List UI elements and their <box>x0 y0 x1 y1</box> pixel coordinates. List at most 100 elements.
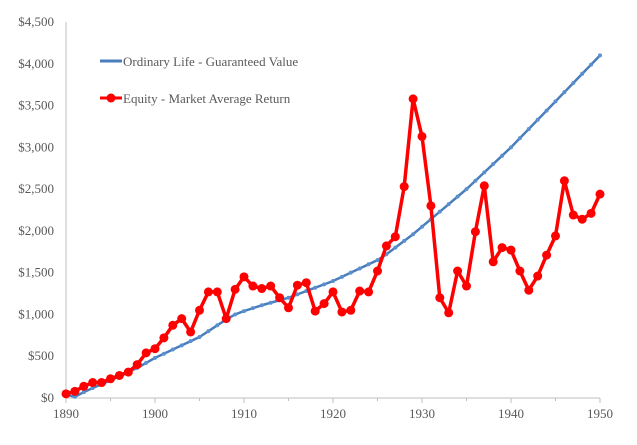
y-tick-label: $4,500 <box>18 14 54 29</box>
y-tick-label: $3,000 <box>18 139 54 154</box>
legend-marker-equity <box>106 93 116 103</box>
data-point-equity <box>203 287 213 297</box>
data-point-ordinary-life <box>375 258 380 263</box>
data-point-ordinary-life <box>179 343 184 348</box>
data-point-ordinary-life <box>242 309 246 314</box>
data-point-equity <box>328 287 338 297</box>
data-point-equity <box>79 381 89 391</box>
data-point-ordinary-life <box>562 90 567 95</box>
data-point-equity <box>248 281 258 291</box>
data-point-ordinary-life <box>580 71 585 76</box>
data-point-equity <box>168 320 178 330</box>
data-point-equity <box>426 201 436 211</box>
data-point-equity <box>542 250 552 260</box>
data-point-equity <box>595 189 605 199</box>
data-point-ordinary-life <box>437 209 442 214</box>
data-point-ordinary-life <box>571 80 576 85</box>
legend-label-ordinary-life: Ordinary Life - Guaranteed Value <box>123 54 298 69</box>
data-point-ordinary-life <box>357 266 362 271</box>
data-point-equity <box>390 232 400 242</box>
data-point-equity <box>319 299 329 309</box>
data-point-ordinary-life <box>535 117 540 122</box>
data-point-equity <box>186 327 196 337</box>
data-point-equity <box>515 266 525 276</box>
x-tick-label: 1910 <box>231 406 257 421</box>
data-point-equity <box>141 348 151 358</box>
data-point-ordinary-life <box>339 274 344 279</box>
data-point-ordinary-life <box>286 295 291 300</box>
data-point-equity <box>106 374 115 384</box>
data-point-ordinary-life <box>517 136 522 141</box>
data-point-equity <box>506 245 516 255</box>
data-point-ordinary-life <box>322 282 327 287</box>
data-point-ordinary-life <box>455 194 460 199</box>
y-tick-label: $0 <box>41 390 54 405</box>
data-point-equity <box>488 257 498 267</box>
data-point-ordinary-life <box>90 385 95 390</box>
data-point-equity <box>257 284 267 294</box>
x-tick-label: 1950 <box>587 406 613 421</box>
series-layer <box>61 53 605 399</box>
data-point-equity <box>568 210 578 220</box>
series-line-ordinary-life <box>65 54 601 398</box>
data-point-equity <box>364 287 374 297</box>
y-tick-label: $1,000 <box>18 306 54 321</box>
data-point-equity <box>159 333 169 343</box>
data-point-ordinary-life <box>473 178 478 183</box>
legend: Ordinary Life - Guaranteed Value Equity … <box>100 54 298 106</box>
y-tick-label: $3,500 <box>18 98 54 113</box>
data-point-ordinary-life <box>197 335 202 340</box>
data-point-equity <box>577 214 587 224</box>
data-point-ordinary-life <box>72 394 77 399</box>
data-point-equity <box>221 314 231 324</box>
data-point-ordinary-life <box>500 153 505 158</box>
data-point-equity <box>373 266 382 276</box>
data-point-ordinary-life <box>170 347 175 352</box>
data-point-ordinary-life <box>598 53 602 58</box>
data-point-equity <box>275 293 285 303</box>
data-point-equity <box>310 306 320 316</box>
data-point-equity <box>497 243 507 253</box>
data-point-ordinary-life <box>526 126 531 131</box>
data-point-equity <box>524 285 534 295</box>
data-point-ordinary-life <box>259 303 264 308</box>
data-point-equity <box>301 278 311 288</box>
data-point-equity <box>551 231 560 241</box>
data-point-equity <box>97 378 107 388</box>
data-point-ordinary-life <box>153 355 157 360</box>
data-point-equity <box>61 389 71 399</box>
data-point-equity <box>559 176 569 186</box>
data-point-equity <box>470 227 480 237</box>
x-tick-label: 1930 <box>409 406 435 421</box>
data-point-ordinary-life <box>215 323 220 328</box>
data-point-ordinary-life <box>81 390 86 395</box>
data-point-equity <box>88 378 98 388</box>
data-point-equity <box>435 293 445 303</box>
data-point-equity <box>417 131 427 141</box>
legend-label-equity: Equity - Market Average Return <box>123 91 291 106</box>
data-point-equity <box>266 281 276 291</box>
axes: $0 $500 $1,000 $1,500 $2,000 $2,500 $3,000 $3,5… <box>18 14 613 421</box>
data-point-equity <box>444 308 454 318</box>
data-point-equity <box>239 272 249 282</box>
data-point-equity <box>355 286 365 296</box>
y-tick-label: $2,500 <box>18 181 54 196</box>
data-point-ordinary-life <box>509 145 513 150</box>
data-point-equity <box>195 305 204 315</box>
data-point-ordinary-life <box>553 99 558 104</box>
data-point-equity <box>337 307 347 317</box>
data-point-ordinary-life <box>393 245 398 250</box>
data-point-ordinary-life <box>206 329 211 334</box>
x-tick-label: 1920 <box>320 406 346 421</box>
data-point-equity <box>114 370 124 380</box>
data-point-ordinary-life <box>544 108 549 113</box>
data-point-equity <box>586 208 596 218</box>
data-point-ordinary-life <box>188 339 193 344</box>
data-point-ordinary-life <box>464 187 469 192</box>
data-point-equity <box>533 271 543 281</box>
data-point-equity <box>70 386 80 396</box>
data-point-equity <box>462 281 471 291</box>
data-point-ordinary-life <box>161 351 166 356</box>
data-point-ordinary-life <box>348 270 353 275</box>
data-point-ordinary-life <box>402 238 407 243</box>
